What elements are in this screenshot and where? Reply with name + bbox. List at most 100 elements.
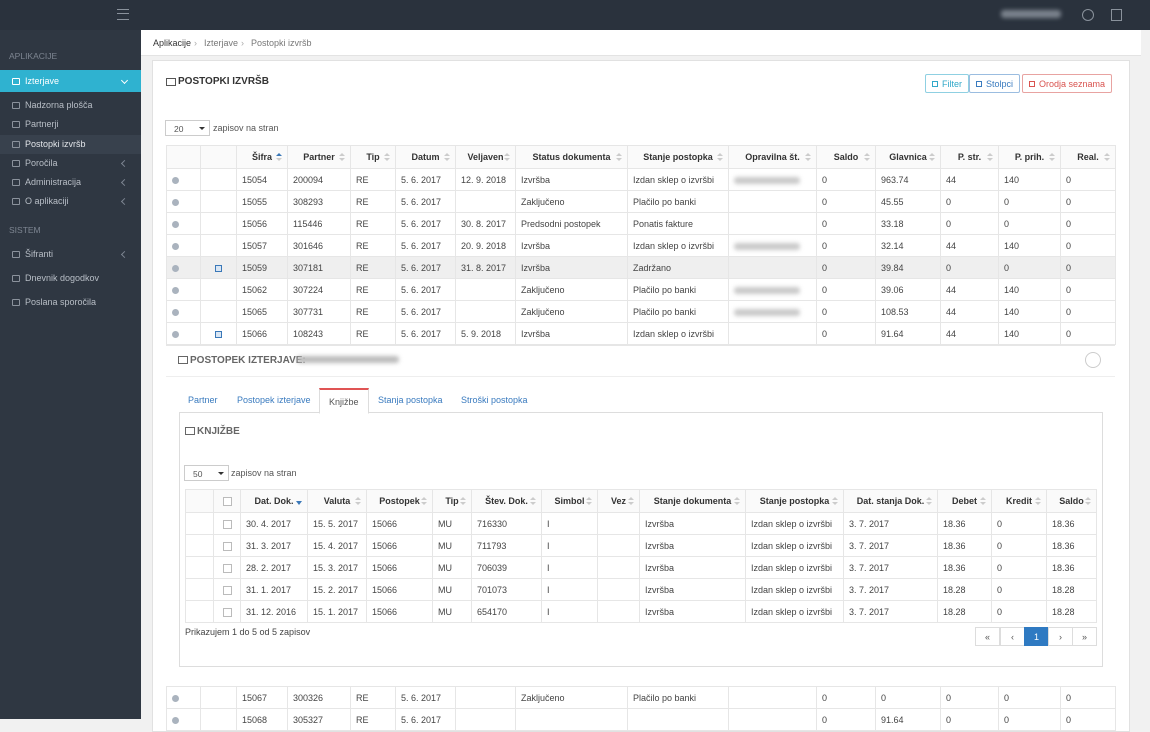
header-cell[interactable]: Veljaven (455, 145, 516, 169)
nav-item[interactable]: Dnevnik dogodkov (0, 269, 141, 288)
sort-icon (929, 153, 935, 161)
cell: 0 (940, 256, 999, 279)
header-cell[interactable]: P. prih. (998, 145, 1061, 169)
nav-item[interactable]: Poročila (0, 154, 141, 173)
nav-item[interactable]: Šifranti (0, 245, 141, 264)
header-cell[interactable]: Status dokumenta (515, 145, 628, 169)
cell: Izvršba (515, 322, 628, 345)
table-row[interactable]: 31. 12. 2016 15. 1. 2017 15066 MU 654170 I Izv… (185, 600, 1097, 623)
header-cell[interactable]: Stanje postopka (745, 489, 844, 513)
cell: 0 (991, 512, 1047, 535)
tab[interactable]: Knjižbe (319, 388, 369, 414)
header-cell[interactable]: Dat. stanja Dok. (843, 489, 938, 513)
expand-icon[interactable] (172, 286, 179, 294)
crumb[interactable]: Aplikacije (153, 38, 192, 48)
header-cell[interactable]: Postopek (366, 489, 433, 513)
help-icon[interactable] (1082, 9, 1094, 21)
checkbox[interactable] (222, 497, 232, 507)
header-cell[interactable]: Real. (1060, 145, 1116, 169)
checkbox[interactable] (222, 607, 232, 617)
header-cell[interactable]: Kredit (991, 489, 1047, 513)
table-row[interactable]: 28. 2. 2017 15. 3. 2017 15066 MU 706039 I Izvr… (185, 556, 1097, 579)
expand-icon[interactable] (172, 264, 179, 272)
cell: 0 (998, 190, 1061, 213)
expand-icon[interactable] (172, 198, 179, 206)
page-button[interactable]: › (1048, 627, 1073, 646)
cell (200, 190, 237, 213)
expand-icon[interactable] (172, 220, 179, 228)
table-row[interactable]: 15055 308293 RE 5. 6. 2017 Zaključeno Plačilo… (166, 190, 1116, 213)
page-button[interactable]: » (1072, 627, 1097, 646)
header-cell[interactable]: Šifra (236, 145, 288, 169)
header-cell[interactable]: Datum (395, 145, 456, 169)
expand-button[interactable] (1085, 352, 1101, 368)
header-cell[interactable]: Tip (432, 489, 472, 513)
expand-icon[interactable] (172, 308, 179, 316)
expand-icon[interactable] (172, 694, 179, 702)
tab[interactable]: Postopek izterjave (237, 395, 311, 405)
filter-button[interactable]: Filter (925, 74, 969, 93)
table-row[interactable]: 15057 301646 RE 5. 6. 2017 20. 9. 2018 Izvršb… (166, 234, 1116, 257)
expand-icon[interactable] (172, 330, 179, 338)
expand-icon[interactable] (172, 716, 179, 724)
table-row[interactable]: 15066 108243 RE 5. 6. 2017 5. 9. 2018 Izvršba… (166, 322, 1116, 345)
checkbox[interactable] (222, 585, 232, 595)
table-row[interactable]: 15056 115446 RE 5. 6. 2017 30. 8. 2017 Predso… (166, 212, 1116, 235)
cell (728, 686, 817, 709)
tab[interactable]: Partner (188, 395, 218, 405)
expand-icon[interactable] (172, 242, 179, 250)
table-row[interactable]: 31. 3. 2017 15. 4. 2017 15066 MU 711793 I Izvr… (185, 534, 1097, 557)
table-row[interactable]: 15065 307731 RE 5. 6. 2017 Zaključeno Plačilo… (166, 300, 1116, 323)
header-cell[interactable]: Glavnica (875, 145, 941, 169)
header-cell[interactable]: Partner (287, 145, 351, 169)
nav-item[interactable]: O aplikaciji (0, 192, 141, 211)
cell: 0 (816, 686, 876, 709)
table-row[interactable]: 31. 1. 2017 15. 2. 2017 15066 MU 701073 I Izvr… (185, 578, 1097, 601)
header-cell[interactable]: Vez (597, 489, 640, 513)
logout-icon[interactable] (1111, 9, 1122, 21)
table-row[interactable]: 15059 307181 RE 5. 6. 2017 31. 8. 2017 Izvršb… (166, 256, 1116, 279)
nav-item[interactable]: Partnerji (0, 115, 141, 134)
header-cell[interactable]: Saldo (1046, 489, 1097, 513)
header-cell[interactable]: Stanje dokumenta (639, 489, 746, 513)
detail-icon[interactable] (215, 330, 222, 338)
checkbox[interactable] (222, 519, 232, 529)
table-row[interactable]: 15067 300326 RE 5. 6. 2017 Zaključeno Plačilo… (166, 686, 1116, 709)
header-cell[interactable]: Valuta (307, 489, 367, 513)
table-row[interactable]: 15062 307224 RE 5. 6. 2017 Zaključeno Plačilo… (166, 278, 1116, 301)
header-cell[interactable]: Dat. Dok. (240, 489, 308, 513)
header-cell[interactable]: Saldo (816, 145, 876, 169)
header-cell[interactable]: Opravilna št. (728, 145, 817, 169)
crumb[interactable]: Izterjave (204, 38, 239, 48)
page-button[interactable]: « (975, 627, 1000, 646)
page-size-select[interactable]: 50 (184, 465, 229, 481)
cell: 0 (1060, 212, 1116, 235)
nav-item[interactable]: Administracija (0, 173, 141, 192)
user-menu[interactable] (1001, 10, 1061, 18)
tools-button[interactable]: Orodja seznama (1022, 74, 1113, 93)
table-row[interactable]: 30. 4. 2017 15. 5. 2017 15066 MU 716330 I Izvr… (185, 512, 1097, 535)
checkbox[interactable] (222, 563, 232, 573)
table-row[interactable]: 15068 305327 RE 5. 6. 2017 0 91.64 0 0 0 (166, 708, 1116, 731)
nav-item[interactable]: Postopki izvršb (0, 135, 141, 154)
nav-item[interactable]: Izterjave (0, 70, 141, 92)
table-row[interactable]: 15054 200094 RE 5. 6. 2017 12. 9. 2018 Izvršb… (166, 168, 1116, 191)
page-button[interactable]: 1 (1024, 627, 1049, 646)
header-cell[interactable]: P. str. (940, 145, 999, 169)
header-cell[interactable]: Tip (350, 145, 396, 169)
page-size-select[interactable]: 20 (165, 120, 210, 136)
expand-icon[interactable] (172, 176, 179, 184)
nav-item[interactable]: Nadzorna plošča (0, 96, 141, 115)
menu-toggle[interactable] (117, 9, 129, 20)
detail-icon[interactable] (215, 264, 222, 272)
header-cell[interactable]: Debet (937, 489, 992, 513)
tab[interactable]: Stroški postopka (461, 395, 528, 405)
page-button[interactable]: ‹ (1000, 627, 1025, 646)
header-cell[interactable]: Stanje postopka (627, 145, 729, 169)
nav-item[interactable]: Poslana sporočila (0, 293, 141, 312)
tab[interactable]: Stanja postopka (378, 395, 443, 405)
checkbox[interactable] (222, 541, 232, 551)
columns-button[interactable]: Stolpci (969, 74, 1021, 93)
header-cell[interactable]: Simbol (541, 489, 598, 513)
header-cell[interactable]: Štev. Dok. (471, 489, 542, 513)
